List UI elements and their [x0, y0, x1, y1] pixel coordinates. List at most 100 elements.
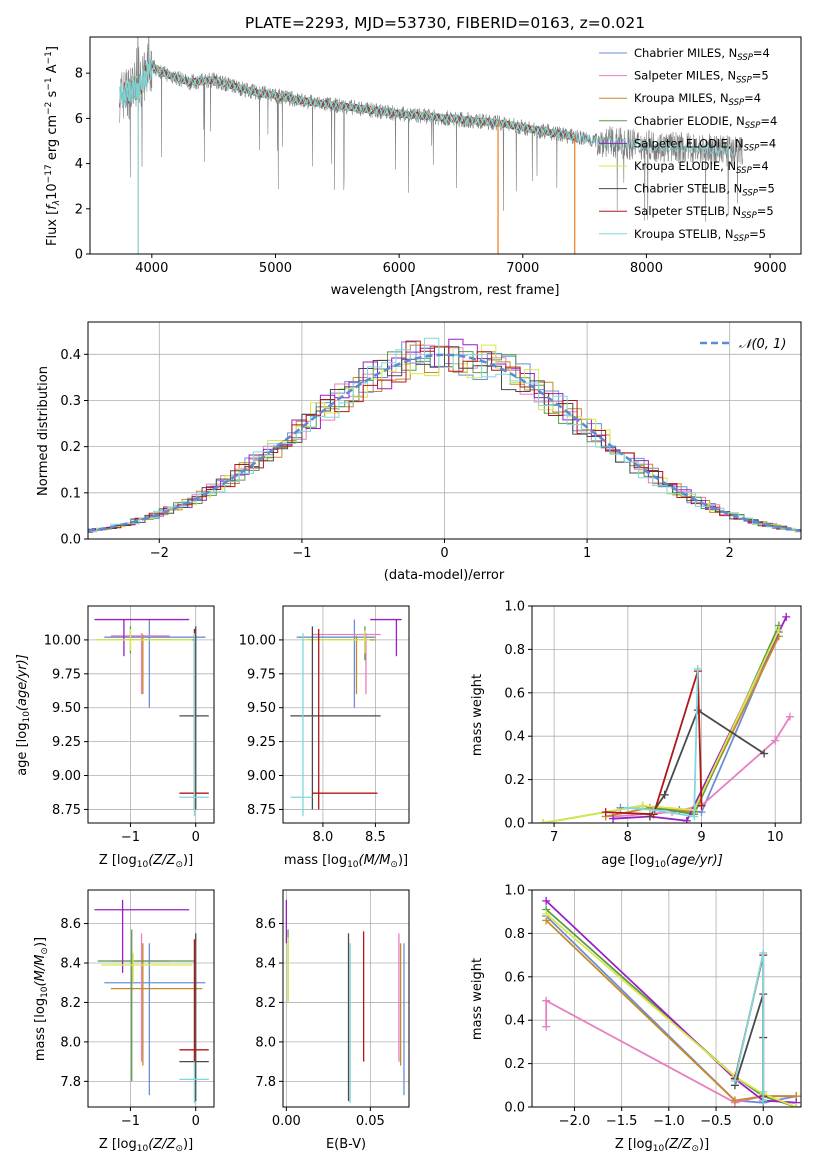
x-tick-label: 5000 [259, 261, 292, 276]
y-tick-label: 2 [75, 202, 83, 217]
legend-label-sub: SSP [734, 234, 750, 244]
series-marker-chabrier-stelib [760, 749, 769, 758]
legend-label-sub: SSP [741, 211, 757, 221]
plot-content [94, 618, 209, 817]
mass-weight-vs-age-panel: 7 8 9 10 0.0 0.2 0.4 0.6 0.8 1.0 age [log10(age/y… [470, 600, 802, 870]
x-tick-label: 8 [624, 830, 632, 845]
series-marker-kroupa-elodie [542, 909, 551, 918]
y-tick-label: 8.75 [247, 803, 276, 818]
x-tick-label: 9 [697, 830, 705, 845]
mass-z-xlabel: Z [log10(Z/Z⊙)] [99, 1137, 193, 1154]
legend-label-base: Chabrier MILES, N [634, 46, 737, 60]
x-tick-label: 2 [726, 546, 734, 561]
legend-label-sub: SSP [729, 98, 745, 108]
series-marker-kroupa-elodie [539, 819, 548, 823]
x-tick-label: 7 [550, 830, 558, 845]
y-tick-label: 0.6 [504, 970, 525, 985]
age-mass-tick-labels: 8.0 8.5 8.75 9.00 9.25 9.50 9.75 10.00 [239, 633, 386, 845]
y-tick-label: 10.00 [44, 633, 81, 648]
y-tick-label: 0.2 [504, 1057, 525, 1072]
histogram-xlabel: (data-model)/error [384, 568, 505, 583]
series-marker-kroupa-stelib [759, 1087, 768, 1096]
legend-label-chabrier-elodie: Chabrier ELODIE, NSSP=4 [634, 114, 777, 131]
histogram-tick-labels: −2 −1 0 1 2 0.0 0.1 0.2 0.3 0.4 [60, 348, 734, 561]
histogram-chabrier-stelib [88, 346, 801, 534]
series-marker-kroupa-miles [730, 1096, 739, 1105]
age-vs-metallicity-panel: −1 0 8.75 9.00 9.25 9.50 9.75 10.00 Z [log10(Z/… [15, 605, 215, 870]
x-tick-label: −1 [121, 1114, 140, 1129]
y-tick-label: 9.50 [247, 701, 276, 716]
series-marker-salpeter-stelib [697, 801, 706, 810]
legend-label-base: Salpeter ELODIE, N [634, 136, 744, 150]
axes-frame [531, 889, 802, 1108]
model-spectrum-salpeter-stelib [119, 61, 575, 141]
y-tick-label: 0.0 [504, 817, 525, 832]
series-marker-salpeter-elodie [542, 896, 551, 905]
age-z-tick-labels: −1 0 8.75 9.00 9.25 9.50 9.75 10.00 [44, 633, 200, 845]
y-tick-label: 8.0 [60, 1035, 81, 1050]
legend-label-sub: SSP [736, 76, 752, 86]
mass-weight-z-tick-labels: −2.0 −1.5 −1.0 −0.5 0.0 0.0 0.2 0.4 0.6 0.8 1.0 [504, 884, 773, 1130]
series-marker-salpeter-elodie [782, 612, 791, 621]
series-marker-kroupa-stelib [759, 1096, 768, 1105]
x-tick-label: 8.0 [313, 830, 334, 845]
legend-label-suffix: =4 [760, 114, 777, 128]
mass-weight-age-ylabel: mass weight [470, 674, 485, 756]
x-tick-label: −1 [121, 830, 140, 845]
x-tick-label: −1.0 [653, 1114, 685, 1129]
series-line-salpeter-stelib [605, 670, 703, 816]
x-tick-label: 0 [192, 830, 200, 845]
x-tick-label: 1 [583, 546, 591, 561]
x-tick-label: 9000 [754, 261, 787, 276]
series-marker-salpeter-stelib [601, 808, 610, 817]
legend-label-suffix: =5 [749, 227, 766, 241]
y-tick-label: 9.25 [52, 735, 81, 750]
legend-label-kroupa-elodie: Kroupa ELODIE, NSSP=4 [634, 159, 769, 176]
y-tick-label: 0.4 [504, 730, 525, 745]
x-tick-label: 8000 [630, 261, 663, 276]
legend-label-salpeter-stelib: Salpeter STELIB, NSSP=5 [634, 204, 774, 221]
x-tick-label: −1 [292, 546, 311, 561]
spectrum-tick-labels: 4000 5000 6000 7000 8000 9000 0 2 4 6 8 [75, 67, 787, 276]
mass-weight-z-plot-area [531, 889, 802, 1108]
series-marker-kroupa-stelib [730, 1076, 739, 1085]
y-tick-label: 0.6 [504, 686, 525, 701]
series-line-kroupa-stelib [627, 668, 699, 818]
mass-ebv-plot-area [282, 889, 410, 1108]
y-tick-label: 9.00 [247, 769, 276, 784]
spectrum-panel: PLATE=2293, MJD=53730, FIBERID=0163, z=0… [44, 14, 802, 298]
legend-label-suffix: =5 [758, 182, 775, 196]
y-tick-label: 0 [75, 248, 83, 263]
legend-label-base: Kroupa STELIB, N [634, 227, 734, 241]
legend-label-suffix: =4 [744, 91, 761, 105]
y-tick-label: 0.2 [504, 773, 525, 788]
series-marker-chabrier-miles [616, 803, 625, 812]
legend-label-kroupa-miles: Kroupa MILES, NSSP=4 [634, 91, 761, 108]
legend-label-base: Salpeter MILES, N [634, 69, 736, 83]
mass-z-ylabel: mass [log10(M/M⊙)] [33, 937, 50, 1061]
y-tick-label: 9.50 [52, 701, 81, 716]
x-tick-label: 6000 [383, 261, 416, 276]
y-tick-label: 8.0 [255, 1035, 276, 1050]
mass-weight-vs-metallicity-panel: −2.0 −1.5 −1.0 −0.5 0.0 0.0 0.2 0.4 0.6 0.8 1.0 Z … [470, 884, 802, 1154]
y-tick-label: 10.00 [239, 633, 276, 648]
plot-content [94, 899, 209, 1104]
axes-frame [282, 605, 410, 824]
y-tick-label: 8.6 [60, 917, 81, 932]
axes-frame [87, 889, 215, 1108]
legend-label-sub: SSP [745, 121, 761, 131]
age-mass-plot-area [282, 605, 410, 824]
best-fit-model [119, 58, 734, 156]
y-tick-label: 8.4 [255, 956, 276, 971]
legend-label-base: Chabrier STELIB, N [634, 182, 742, 196]
y-tick-label: 0.2 [60, 440, 81, 455]
y-tick-label: 1.0 [504, 600, 525, 615]
legend-label-sub: SSP [736, 166, 752, 176]
series-line-chabrier-stelib [649, 708, 765, 818]
age-vs-mass-panel: 8.0 8.5 8.75 9.00 9.25 9.50 9.75 10.00 mass [lo… [239, 605, 410, 870]
y-tick-label: 0.0 [504, 1101, 525, 1116]
legend-label-suffix: =5 [757, 204, 774, 218]
legend-label-salpeter-miles: Salpeter MILES, NSSP=5 [634, 69, 769, 86]
x-tick-label: 0.00 [272, 1114, 301, 1129]
